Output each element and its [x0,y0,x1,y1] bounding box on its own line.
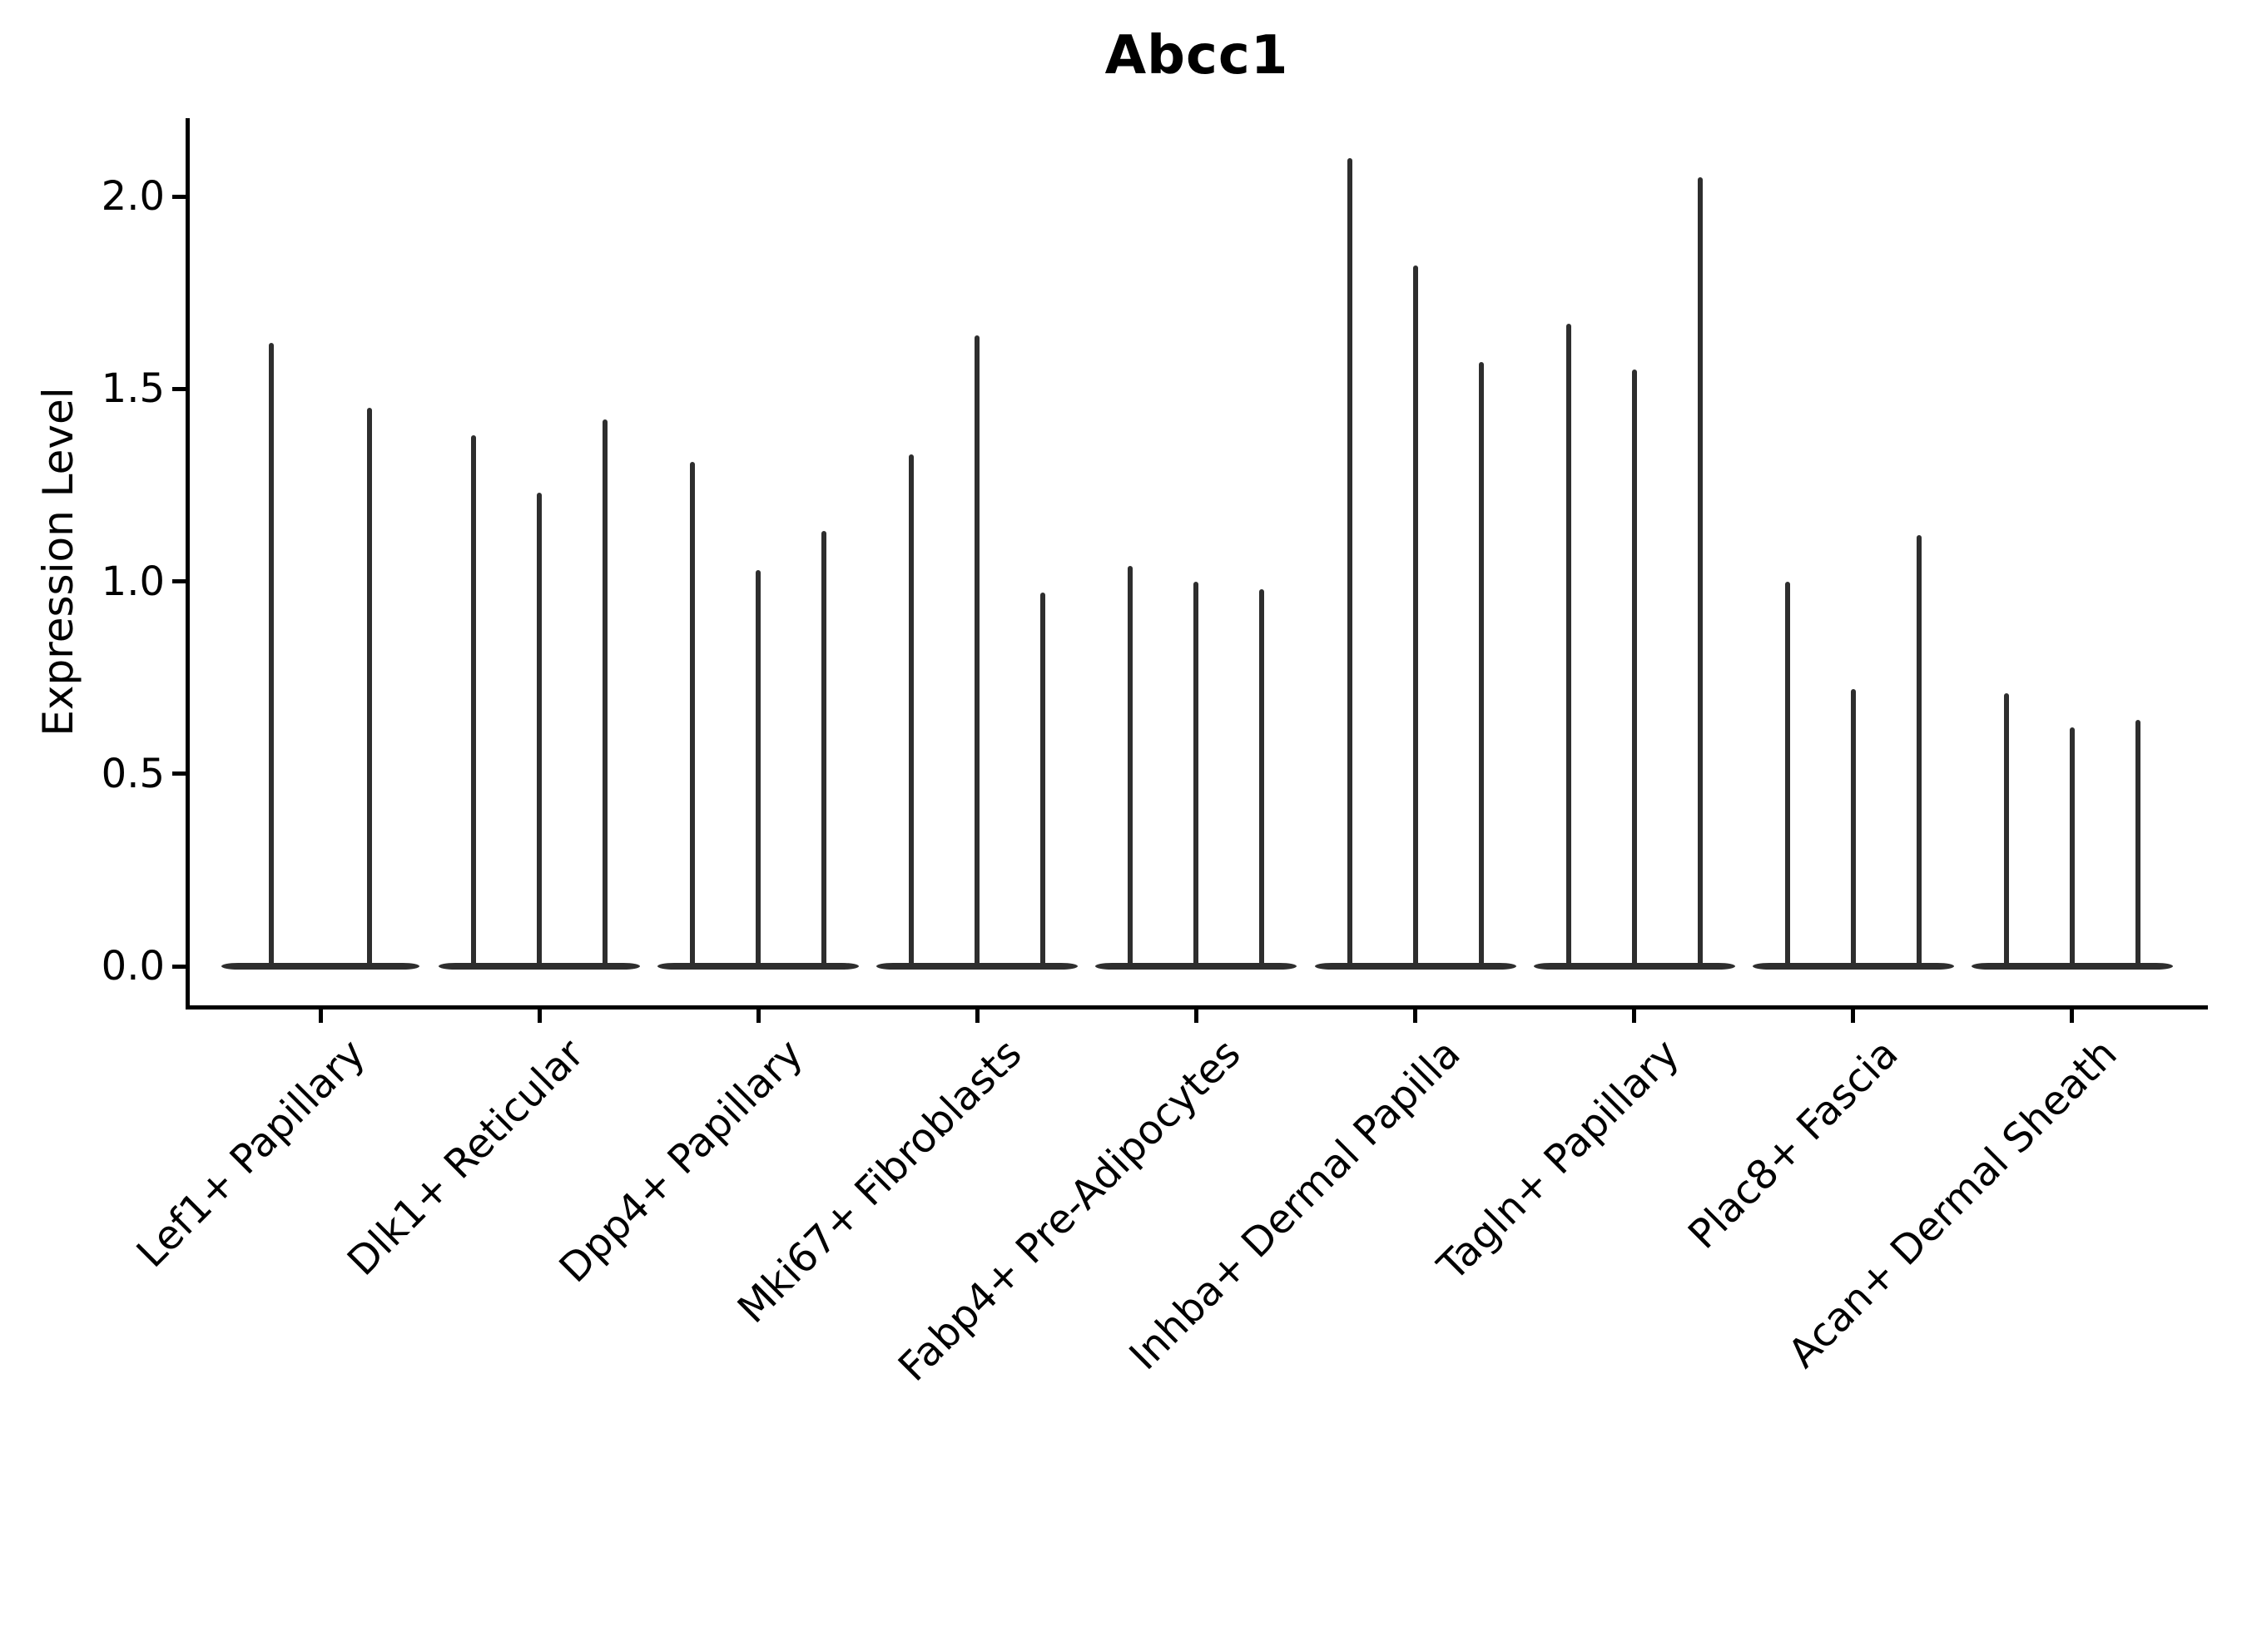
violin [471,434,477,969]
y-tick-mark [172,771,186,776]
x-tick-mark [2070,1010,2075,1023]
violin [975,335,980,969]
plot-title: Abcc1 [1104,25,1289,87]
x-tick-mark [1851,1010,1856,1023]
y-tick-label: 1.0 [101,558,165,605]
y-axis-spine [186,118,190,1010]
violin [1565,323,1571,969]
y-tick-label: 2.0 [101,173,165,220]
violin [367,408,372,969]
violin [269,342,274,969]
violin [909,454,915,969]
violin [1850,689,1856,969]
x-axis-spine [186,1005,2208,1010]
violin [1193,581,1199,969]
y-tick-mark [172,964,186,969]
violin [603,419,608,969]
violin [1697,176,1703,969]
violin [1784,581,1790,969]
violin-plot-figure: Abcc1 Expression Level 0.0 0.5 1.0 1.5 2.0 Le… [34,25,2208,1391]
violin [1040,593,1046,969]
violin [2003,692,2009,969]
violin [756,569,761,969]
violin [537,493,543,969]
violin [1631,370,1637,969]
y-tick-mark [172,579,186,583]
y-tick-label: 0.0 [101,943,165,990]
violin [2135,720,2140,969]
violin [2069,727,2075,969]
x-tick-mark [537,1010,542,1023]
x-tick-mark [1413,1010,1417,1023]
violin [1412,265,1418,969]
y-tick-mark [172,194,186,199]
y-tick-label: 1.5 [101,365,165,413]
violin [821,531,827,969]
violin [1347,157,1352,969]
violin [1128,566,1133,969]
x-tick-mark [1632,1010,1637,1023]
violin-base [221,963,419,970]
x-tick-mark [756,1010,761,1023]
violin [1259,588,1265,969]
violin [1916,535,1922,969]
violin [690,462,696,969]
x-tick-mark [975,1010,980,1023]
x-tick-mark [1193,1010,1198,1023]
y-tick-mark [172,386,186,391]
x-tick-mark [318,1010,323,1023]
violin [1478,361,1484,969]
y-tick-label: 0.5 [101,750,165,797]
